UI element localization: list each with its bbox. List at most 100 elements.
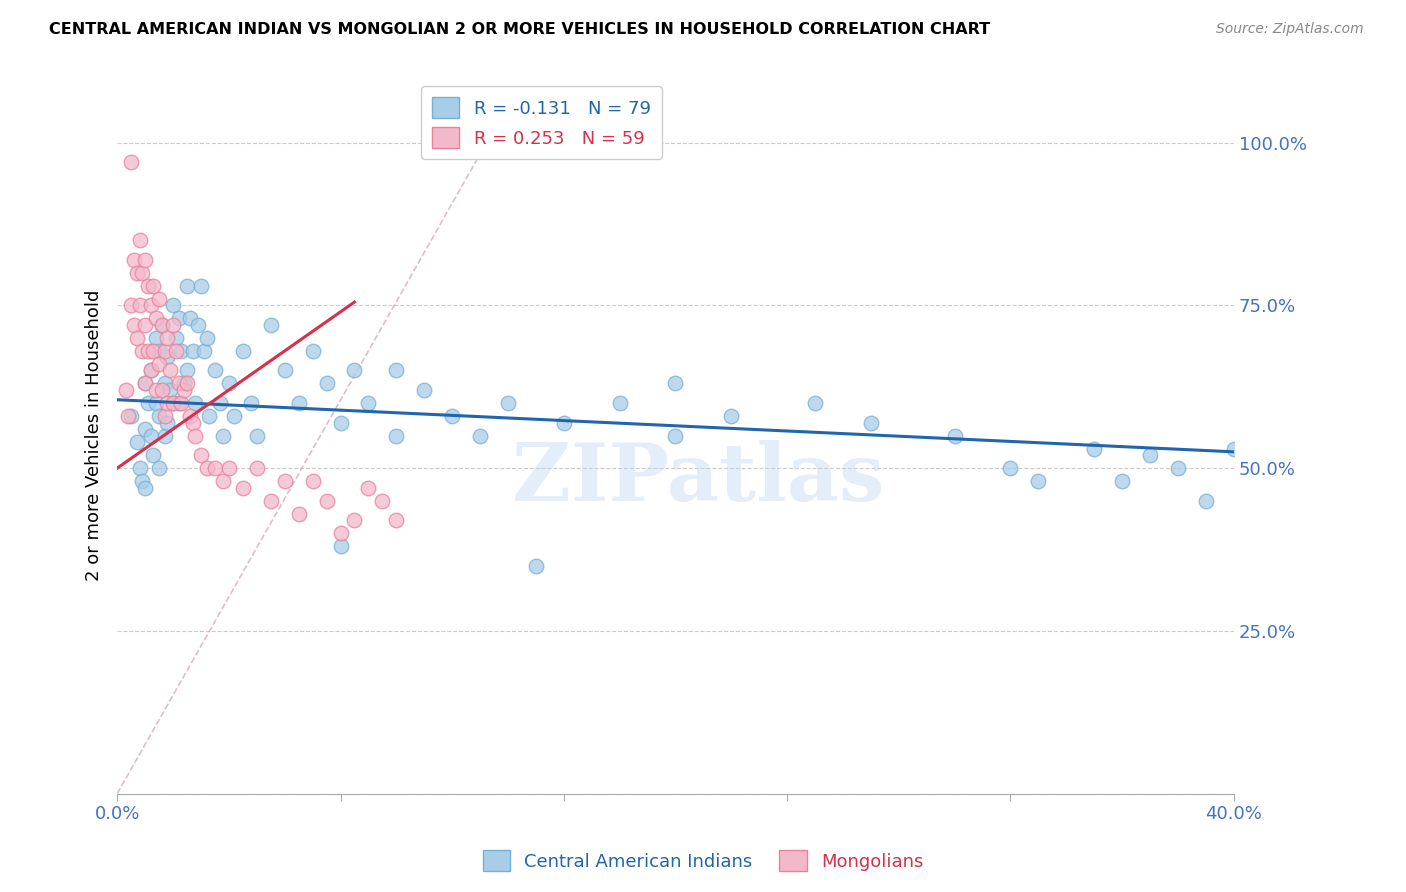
Point — [167, 396, 190, 410]
Text: CENTRAL AMERICAN INDIAN VS MONGOLIAN 2 OR MORE VEHICLES IN HOUSEHOLD CORRELATION: CENTRAL AMERICAN INDIAN VS MONGOLIAN 2 O… — [49, 22, 990, 37]
Point — [165, 331, 187, 345]
Point — [246, 428, 269, 442]
Point — [181, 416, 204, 430]
Text: Source: ZipAtlas.com: Source: ZipAtlas.com — [1216, 22, 1364, 37]
Point — [260, 493, 283, 508]
Point — [167, 376, 190, 391]
Point — [122, 318, 145, 332]
Point — [859, 416, 882, 430]
Point — [224, 409, 246, 423]
Point — [1195, 493, 1218, 508]
Point — [1111, 474, 1133, 488]
Point — [134, 318, 156, 332]
Point — [1028, 474, 1050, 488]
Point — [385, 363, 408, 377]
Point — [179, 409, 201, 423]
Point — [301, 343, 323, 358]
Point — [181, 343, 204, 358]
Point — [176, 376, 198, 391]
Point — [385, 428, 408, 442]
Point — [329, 416, 352, 430]
Point — [156, 416, 179, 430]
Point — [195, 331, 218, 345]
Point — [176, 363, 198, 377]
Point — [315, 376, 337, 391]
Point — [128, 233, 150, 247]
Point — [173, 376, 195, 391]
Point — [136, 396, 159, 410]
Point — [204, 363, 226, 377]
Point — [128, 298, 150, 312]
Point — [187, 318, 209, 332]
Point — [131, 266, 153, 280]
Point — [125, 266, 148, 280]
Point — [148, 292, 170, 306]
Point — [134, 376, 156, 391]
Point — [156, 331, 179, 345]
Point — [167, 311, 190, 326]
Point — [232, 343, 254, 358]
Point — [142, 448, 165, 462]
Point — [179, 311, 201, 326]
Point — [198, 409, 221, 423]
Point — [943, 428, 966, 442]
Point — [218, 376, 240, 391]
Point — [114, 383, 136, 397]
Point — [287, 396, 309, 410]
Point — [441, 409, 464, 423]
Point — [145, 396, 167, 410]
Point — [159, 363, 181, 377]
Point — [173, 383, 195, 397]
Point — [232, 481, 254, 495]
Text: ZIPatlas: ZIPatlas — [512, 440, 884, 517]
Point — [134, 252, 156, 267]
Point — [131, 474, 153, 488]
Point — [357, 396, 380, 410]
Point — [170, 396, 193, 410]
Point — [117, 409, 139, 423]
Point — [273, 363, 295, 377]
Point — [524, 558, 547, 573]
Point — [371, 493, 394, 508]
Point — [134, 422, 156, 436]
Point — [357, 481, 380, 495]
Point — [246, 461, 269, 475]
Point — [195, 461, 218, 475]
Point — [240, 396, 263, 410]
Point — [385, 513, 408, 527]
Point — [136, 278, 159, 293]
Point — [184, 428, 207, 442]
Point — [145, 311, 167, 326]
Point — [804, 396, 827, 410]
Point — [1083, 442, 1105, 456]
Point — [162, 396, 184, 410]
Point — [212, 474, 235, 488]
Point — [139, 428, 162, 442]
Point — [329, 526, 352, 541]
Point — [664, 428, 686, 442]
Point — [134, 481, 156, 495]
Point — [184, 396, 207, 410]
Point — [125, 331, 148, 345]
Point — [343, 513, 366, 527]
Point — [496, 396, 519, 410]
Point — [148, 357, 170, 371]
Point — [193, 343, 215, 358]
Point — [120, 155, 142, 169]
Point — [120, 409, 142, 423]
Point — [720, 409, 742, 423]
Point — [190, 448, 212, 462]
Point — [128, 461, 150, 475]
Point — [1000, 461, 1022, 475]
Point — [150, 383, 173, 397]
Point — [150, 318, 173, 332]
Point — [153, 409, 176, 423]
Point — [122, 252, 145, 267]
Point — [145, 383, 167, 397]
Point — [413, 383, 436, 397]
Point — [131, 343, 153, 358]
Point — [315, 493, 337, 508]
Point — [148, 343, 170, 358]
Point — [273, 474, 295, 488]
Point — [301, 474, 323, 488]
